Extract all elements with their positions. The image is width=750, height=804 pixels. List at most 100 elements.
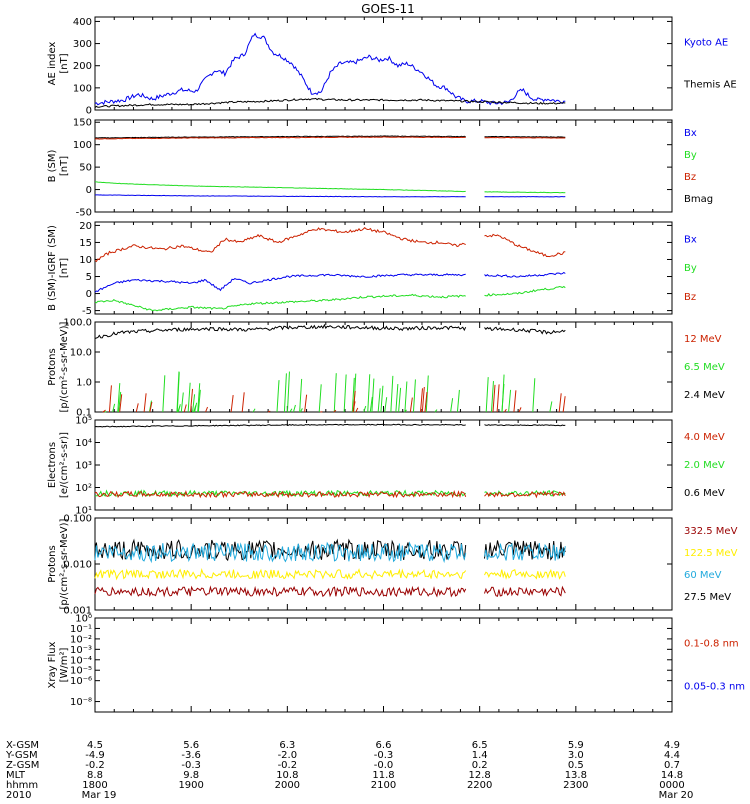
series-spike-12-MeV xyxy=(184,404,186,412)
series-spike-6-5-MeV xyxy=(399,388,401,412)
series-spike-6-5-MeV xyxy=(550,401,552,412)
series-spike-12-MeV xyxy=(231,395,233,412)
y-tick-label: 10⁴ xyxy=(75,438,92,449)
panel-frame-xray xyxy=(95,618,672,712)
series-spike-6-5-MeV xyxy=(405,382,407,412)
legend-entry: Bmag xyxy=(684,194,713,205)
series-spike-6-5-MeV xyxy=(372,379,374,412)
series-spike-6-5-MeV xyxy=(381,386,383,412)
y-tick-label: 400 xyxy=(73,17,92,28)
y-axis-label: [p/(cm²-s-sr-MeV)] xyxy=(59,321,70,412)
panel-frame-ae xyxy=(95,17,672,110)
series-spike-12-MeV xyxy=(559,393,561,412)
y-tick-label: 10 xyxy=(79,255,92,266)
series-spike-6-5-MeV xyxy=(181,392,183,412)
series-line-332-5-MeV xyxy=(485,587,566,596)
series-spike-12-MeV xyxy=(136,403,138,412)
y-axis-label: AE index xyxy=(47,42,58,86)
series-spike-6-5-MeV xyxy=(533,378,535,412)
series-line-2-4-MeV xyxy=(95,325,466,339)
footer-value: Mar 19 xyxy=(82,790,117,800)
y-tick-label: 10² xyxy=(75,483,92,494)
chart-title: GOES-11 xyxy=(361,2,415,16)
series-spike-6-5-MeV xyxy=(334,373,336,412)
legend-entry: 0.6 MeV xyxy=(684,488,725,499)
series-line-Bz xyxy=(485,137,566,138)
footer-value: 2000 xyxy=(275,780,300,791)
y-tick-label: 10⁻¹ xyxy=(70,624,92,635)
panel-frame-bsm xyxy=(95,120,672,212)
y-axis-label: Protons xyxy=(47,545,58,582)
footer-value: 1900 xyxy=(178,780,203,791)
series-line-2-4-MeV xyxy=(485,327,566,333)
series-spike-6-5-MeV xyxy=(413,379,415,412)
legend-entry: Bx xyxy=(684,128,697,139)
series-spike-6-5-MeV xyxy=(509,390,511,412)
y-tick-label: -5 xyxy=(82,306,92,317)
y-tick-label: 10.0 xyxy=(70,348,92,359)
y-tick-label: 10⁻³ xyxy=(70,645,92,656)
y-tick-label: 150 xyxy=(73,118,92,129)
legend-entry: 27.5 MeV xyxy=(684,592,731,603)
series-line-Bz xyxy=(485,234,566,256)
footer-value: 2200 xyxy=(467,780,492,791)
series-spike-6-5-MeV xyxy=(451,398,453,412)
series-line-332-5-MeV xyxy=(95,587,466,596)
series-line-By xyxy=(485,192,566,193)
series-spike-6-5-MeV xyxy=(293,405,295,412)
y-tick-label: 0 xyxy=(86,106,92,117)
y-tick-label: 50 xyxy=(79,163,92,174)
panel-frame-protons_low xyxy=(95,322,672,412)
series-spike-12-MeV xyxy=(563,396,565,412)
series-line-Kyoto-AE xyxy=(95,34,565,105)
series-spike-12-MeV xyxy=(242,392,244,412)
y-tick-label: 0 xyxy=(86,289,92,300)
series-spike-12-MeV xyxy=(410,398,412,412)
y-tick-label: 10³ xyxy=(75,461,92,472)
series-line-122-5-MeV xyxy=(95,570,466,579)
y-axis-label: Electrons xyxy=(47,442,58,488)
panel-frame-bigrf xyxy=(95,222,672,314)
footer-value: 2300 xyxy=(563,780,588,791)
legend-entry: 2.0 MeV xyxy=(684,460,725,471)
y-tick-label: 100 xyxy=(73,83,92,94)
y-tick-label: 10⁻⁶ xyxy=(70,676,92,687)
series-spike-6-5-MeV xyxy=(457,390,459,412)
y-axis-label: [p/(cm²-s-sr-MeV)] xyxy=(59,518,70,609)
y-axis-label: B (SM)-IGRF (SM) xyxy=(47,225,58,311)
legend-entry: 60 MeV xyxy=(684,570,722,581)
series-spike-6-5-MeV xyxy=(287,372,289,412)
series-spike-6-5-MeV xyxy=(385,397,387,412)
y-axis-label: [nT] xyxy=(59,53,70,73)
footer-value: Mar 20 xyxy=(659,790,694,800)
y-axis-label: [W/m²] xyxy=(59,647,70,682)
y-axis-label: [nT] xyxy=(59,258,70,278)
series-spike-12-MeV xyxy=(356,408,358,412)
series-spike-6-5-MeV xyxy=(368,374,370,412)
y-tick-label: 10⁻⁴ xyxy=(70,655,92,666)
y-axis-label: Xray Flux xyxy=(47,641,58,688)
legend-entry: By xyxy=(684,263,697,274)
series-line-By xyxy=(95,294,466,310)
series-line-Bx xyxy=(485,273,566,278)
y-tick-label: 5 xyxy=(86,272,92,283)
y-tick-label: 10⁻² xyxy=(70,634,92,645)
legend-entry: 6.5 MeV xyxy=(684,362,725,373)
series-spike-6-5-MeV xyxy=(163,375,165,412)
series-line-Bx xyxy=(95,195,466,197)
series-line-0-6-MeV xyxy=(95,424,466,427)
series-spike-6-5-MeV xyxy=(284,373,286,412)
legend-entry: 4.0 MeV xyxy=(684,432,725,443)
series-spike-6-5-MeV xyxy=(391,376,393,412)
series-spike-12-MeV xyxy=(497,384,499,412)
legend-entry: 12 MeV xyxy=(684,334,722,345)
legend-entry: 332.5 MeV xyxy=(684,526,738,537)
series-line-Bx xyxy=(95,274,466,293)
y-tick-label: 100 xyxy=(73,140,92,151)
legend-entry: Themis AE xyxy=(683,80,737,91)
y-tick-label: 10⁻⁸ xyxy=(70,697,92,708)
series-spike-12-MeV xyxy=(206,407,208,412)
series-spike-6-5-MeV xyxy=(300,408,302,412)
